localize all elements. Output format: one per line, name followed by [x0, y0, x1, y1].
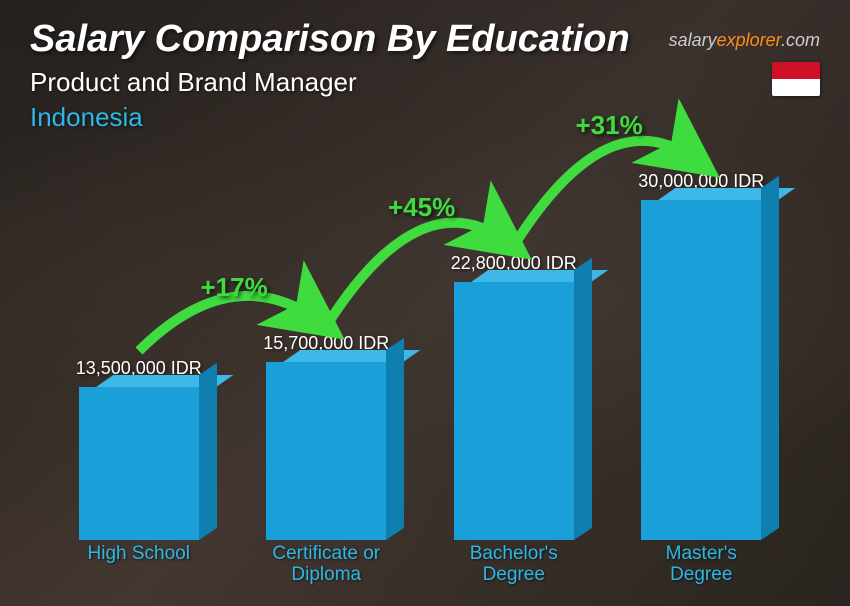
watermark-dotcom: .com: [781, 30, 820, 50]
bar-group: 22,800,000 IDR: [424, 253, 604, 540]
x-axis-label: Bachelor'sDegree: [424, 544, 604, 588]
chart-area: Average Monthly Salary 13,500,000 IDR 15…: [45, 128, 795, 588]
bar-side-facet: [761, 176, 779, 540]
bar-3d: [266, 362, 386, 540]
bar-front-facet: [79, 387, 199, 540]
flag-top-stripe: [772, 62, 820, 79]
bar-side-facet: [199, 363, 217, 540]
x-axis-label: High School: [49, 544, 229, 588]
bar-side-facet: [574, 258, 592, 540]
bar-front-facet: [454, 282, 574, 540]
x-axis-label: Certificate orDiploma: [236, 544, 416, 588]
bars-container: 13,500,000 IDR 15,700,000 IDR 22,800,000…: [45, 180, 795, 540]
x-axis-labels: High SchoolCertificate orDiplomaBachelor…: [45, 544, 795, 588]
page-subtitle: Product and Brand Manager: [30, 67, 820, 98]
bar-front-facet: [266, 362, 386, 540]
bar-group: 15,700,000 IDR: [236, 333, 416, 540]
watermark: salaryexplorer.com: [669, 30, 820, 51]
watermark-part1: salary: [669, 30, 717, 50]
bar-group: 30,000,000 IDR: [611, 171, 791, 540]
bar-3d: [79, 387, 199, 540]
bar-3d: [454, 282, 574, 540]
bar-side-facet: [386, 338, 404, 540]
flag-bottom-stripe: [772, 79, 820, 96]
bar-group: 13,500,000 IDR: [49, 358, 229, 540]
watermark-part2: explorer: [717, 30, 781, 50]
bar-front-facet: [641, 200, 761, 540]
country-flag: [772, 62, 820, 96]
bar-3d: [641, 200, 761, 540]
x-axis-label: Master'sDegree: [611, 544, 791, 588]
